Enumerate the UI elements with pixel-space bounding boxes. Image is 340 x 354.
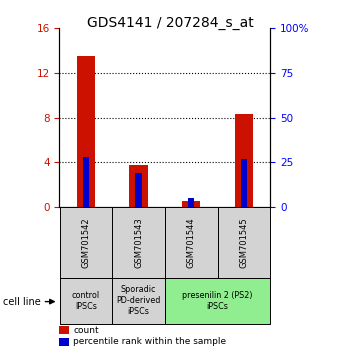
Bar (165, 207, 218, 278)
Text: Sporadic
PD-derived
iPSCs: Sporadic PD-derived iPSCs (116, 285, 161, 316)
Text: percentile rank within the sample: percentile rank within the sample (73, 337, 226, 346)
Text: control
IPSCs: control IPSCs (72, 291, 100, 311)
Text: GSM701545: GSM701545 (239, 217, 249, 268)
Text: cell line: cell line (3, 297, 41, 307)
Bar (182, 201, 201, 207)
Bar (135, 173, 142, 207)
Text: GDS4141 / 207284_s_at: GDS4141 / 207284_s_at (87, 16, 253, 30)
Bar (188, 198, 194, 207)
Bar (112, 207, 165, 278)
Bar (59, 207, 112, 278)
Bar (59, 338, 69, 346)
Text: GSM701542: GSM701542 (81, 217, 90, 268)
Bar (76, 56, 95, 207)
Text: presenilin 2 (PS2)
iPSCs: presenilin 2 (PS2) iPSCs (182, 291, 253, 311)
Text: GSM701544: GSM701544 (187, 217, 196, 268)
Bar (59, 278, 112, 324)
Bar (218, 207, 270, 278)
Bar (59, 326, 69, 334)
Text: count: count (73, 326, 99, 335)
Bar (235, 114, 253, 207)
Text: GSM701543: GSM701543 (134, 217, 143, 268)
Bar (165, 278, 270, 324)
Bar (83, 157, 89, 207)
Bar (129, 165, 148, 207)
Bar (112, 278, 165, 324)
Bar (241, 159, 247, 207)
